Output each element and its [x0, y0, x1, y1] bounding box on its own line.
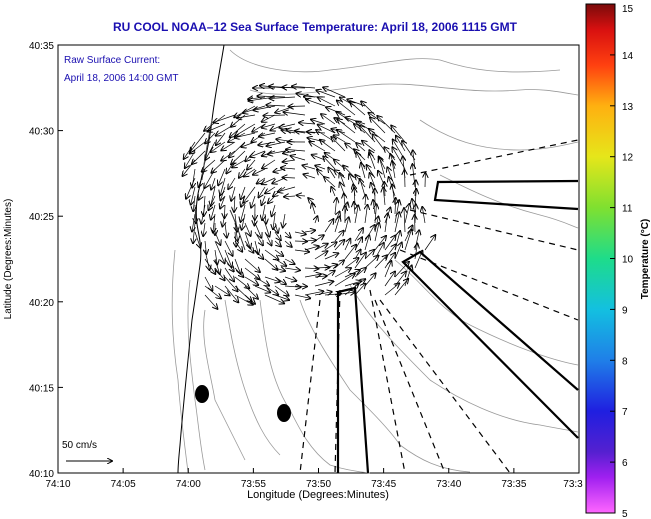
x-axis-ticks: 74:10 74:05 74:00 73:55 73:50 73:45 73:40 73:35… [45, 468, 583, 490]
plot-frame [57, 44, 580, 474]
map-title: RU COOL NOAA–12 Sea Surface Temperature:… [113, 20, 517, 34]
colorbar-ticks: 15 14 13 12 11 10 9 8 7 6 5 [610, 3, 634, 519]
colorbar-tick-label: 12 [622, 153, 634, 164]
x-tick-label: 73:40 [436, 479, 461, 490]
x-axis-label: Longitude (Degrees:Minutes) [247, 489, 389, 501]
x-tick-label: 73:50 [306, 479, 331, 490]
y-tick-label: 40:20 [29, 298, 54, 309]
y-tick-label: 40:30 [29, 127, 54, 138]
colorbar-tick-label: 11 [622, 204, 633, 215]
colorbar-tick-label: 14 [622, 51, 634, 62]
colorbar-tick-label: 7 [622, 407, 628, 418]
y-tick-label: 40:15 [29, 383, 54, 394]
x-tick-label: 73:35 [501, 479, 526, 490]
y-tick-label: 40:25 [29, 212, 54, 223]
annotation-line-2: April 18, 2006 14:00 GMT [64, 73, 179, 84]
colorbar-tick-label: 10 [622, 255, 634, 266]
x-tick-label: 73:3 [563, 479, 583, 490]
x-tick-label: 74:05 [111, 479, 136, 490]
y-tick-label: 40:35 [29, 41, 54, 52]
x-tick-label: 74:00 [176, 479, 201, 490]
scale-label: 50 cm/s [62, 440, 97, 451]
radial-dashed-lines [299, 139, 579, 474]
station-marker-1 [195, 385, 209, 403]
colorbar-tick-label: 13 [622, 102, 634, 113]
surface-current-vectors [183, 86, 436, 309]
y-axis-label: Latitude (Degrees:Minutes) [3, 199, 14, 320]
y-axis-ticks: 40:35 40:30 40:25 40:20 40:15 40:10 [29, 41, 63, 480]
annotation-line-1: Raw Surface Current: [64, 55, 160, 66]
colorbar-label: Temperature (°C) [640, 219, 651, 300]
colorbar-tick-label: 6 [622, 458, 628, 469]
antenna-wedges [336, 179, 579, 474]
x-tick-label: 74:10 [45, 479, 70, 490]
colorbar-tick-label: 5 [622, 509, 628, 519]
x-tick-label: 73:45 [371, 479, 396, 490]
y-tick-label: 40:10 [29, 469, 54, 480]
station-marker-2 [277, 404, 291, 422]
colorbar-tick-label: 9 [622, 305, 628, 316]
colorbar-tick-label: 15 [622, 4, 634, 15]
colorbar-tick-label: 8 [622, 356, 628, 367]
x-tick-label: 73:55 [241, 479, 266, 490]
bathymetry-contours [171, 49, 579, 474]
